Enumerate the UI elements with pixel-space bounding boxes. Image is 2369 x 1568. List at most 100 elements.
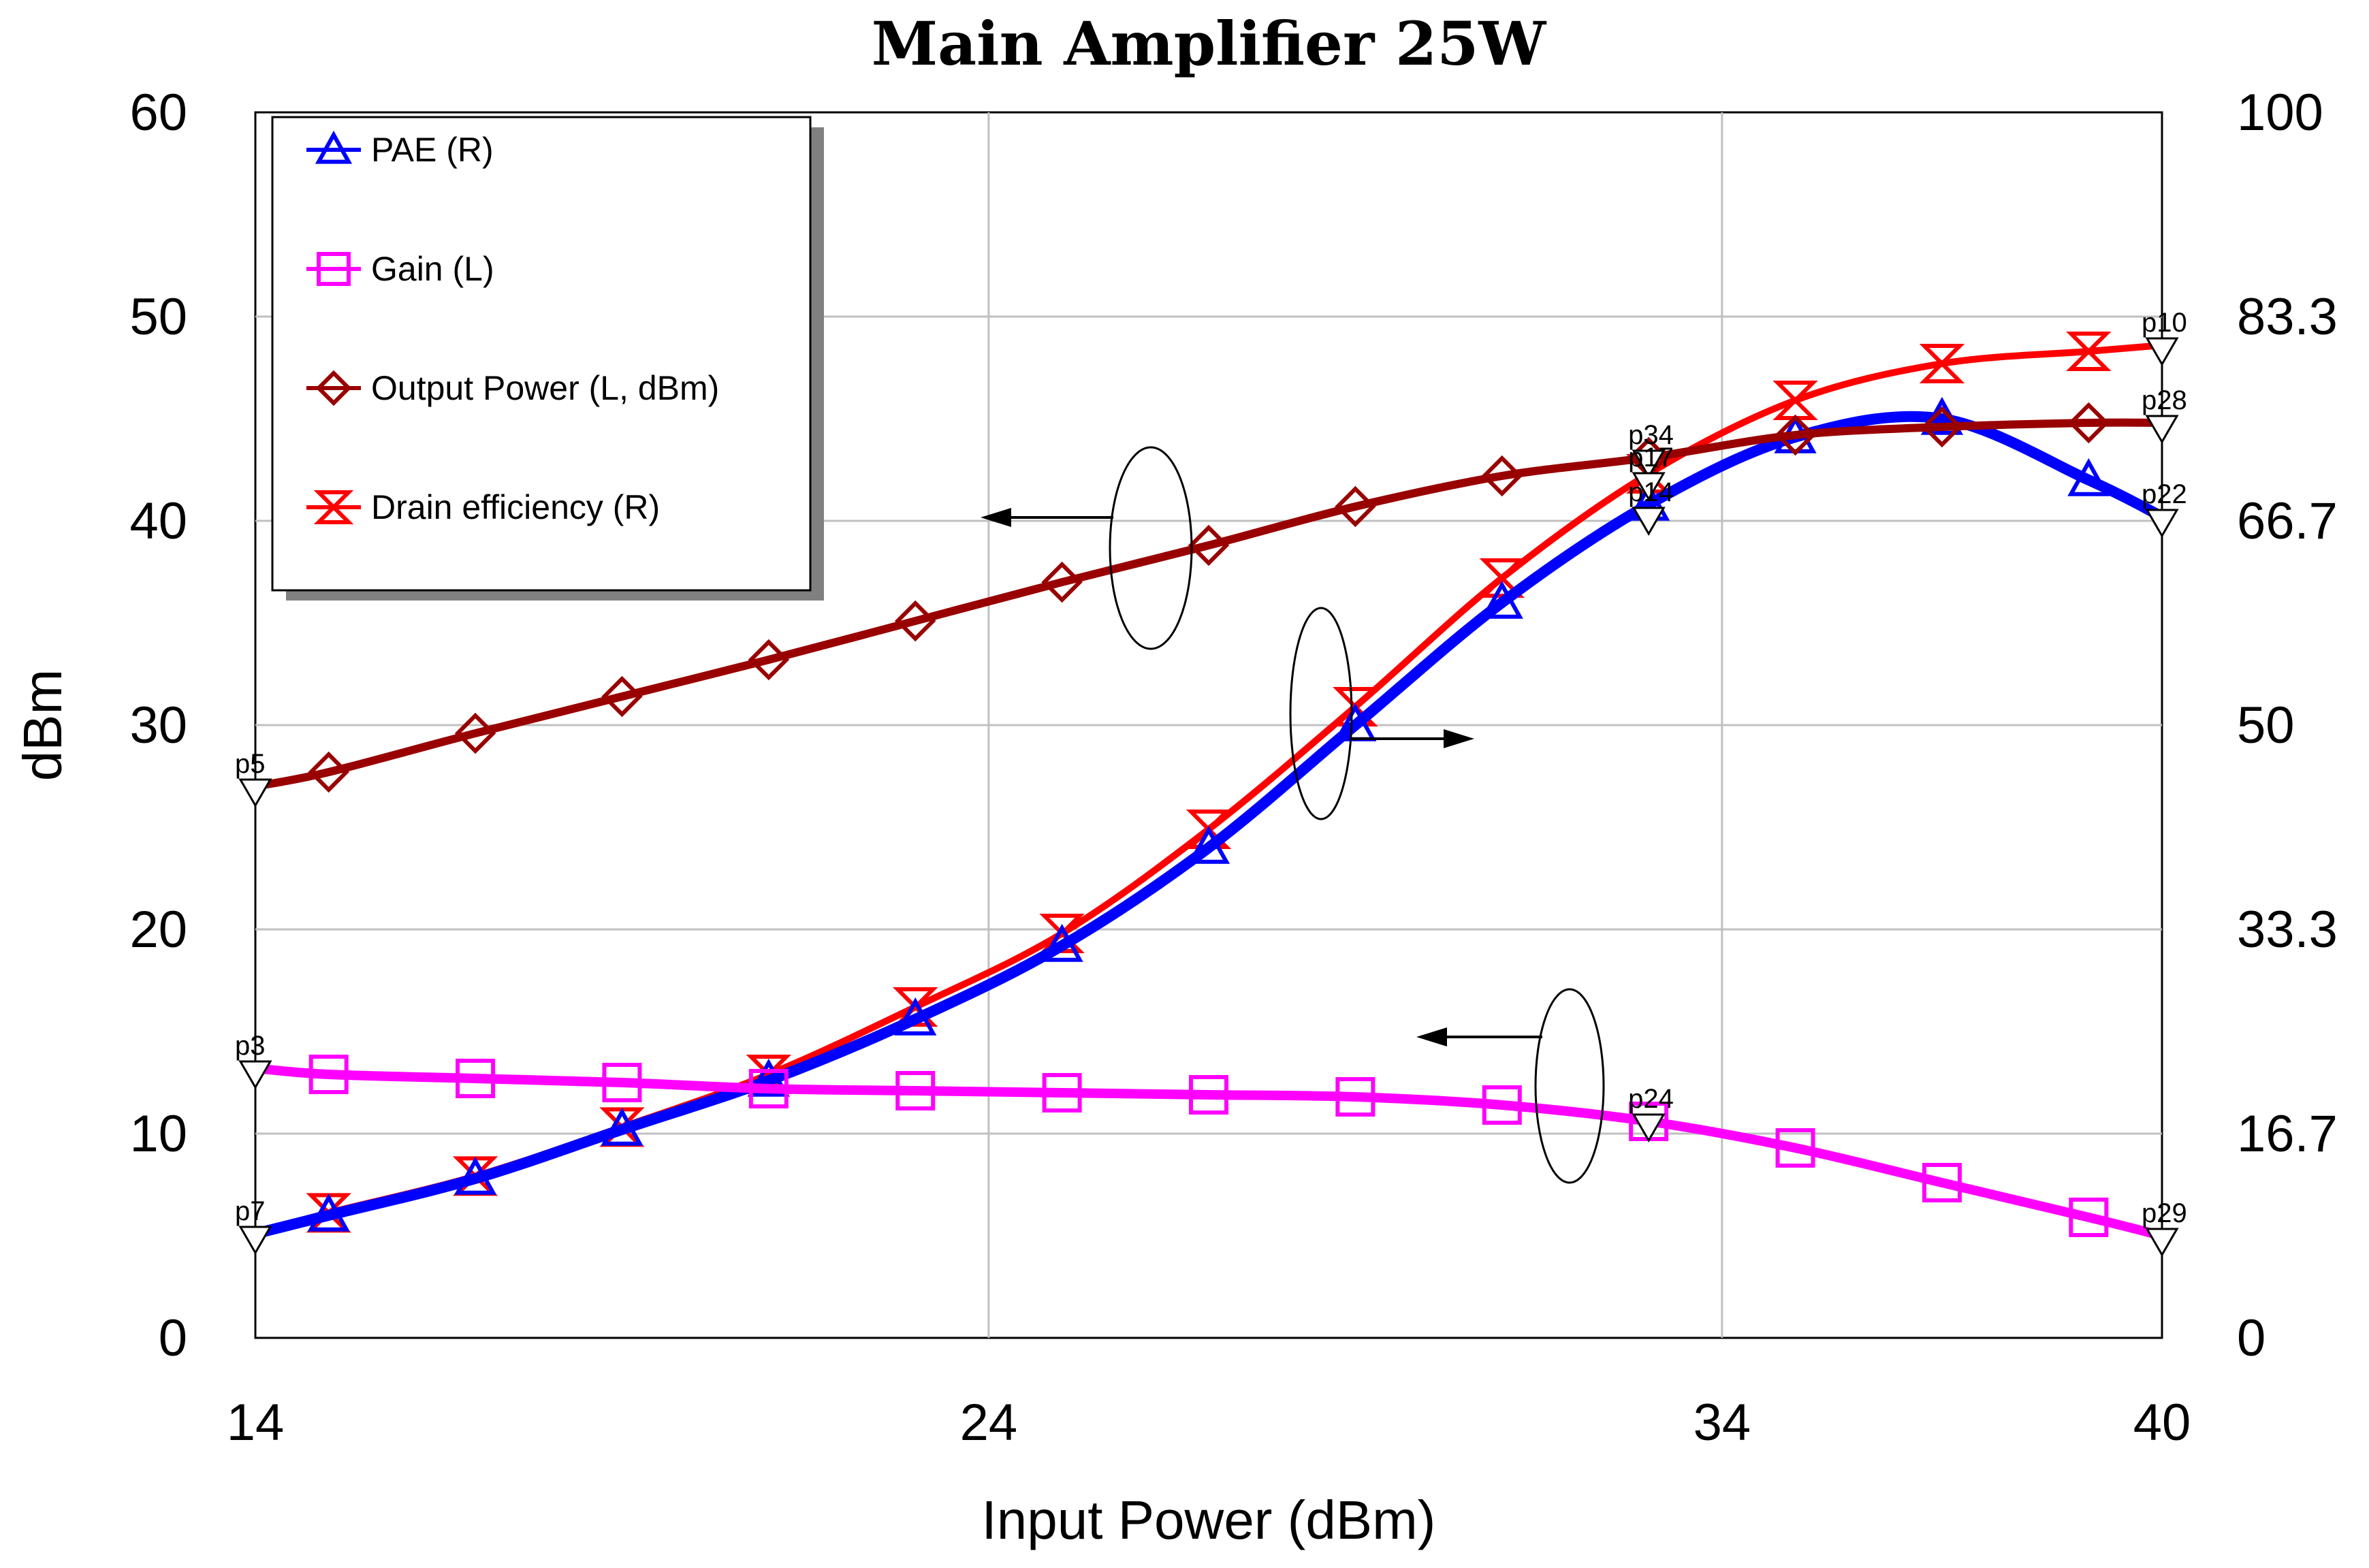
x-tick-labels: 14 24 34 40 — [227, 1394, 2191, 1452]
annotation-ellipse — [1289, 607, 1353, 820]
annotation-output-power — [981, 446, 1193, 650]
data-point — [748, 1069, 789, 1108]
marker-triangle-icon — [238, 778, 272, 807]
data-point — [1041, 561, 1083, 603]
arrow-left-icon — [981, 508, 1011, 527]
annotation-gain — [1416, 988, 1605, 1184]
marker-label: p10 — [2142, 308, 2187, 338]
legend-label: Gain (L) — [371, 250, 494, 288]
marker-triangle-icon — [2145, 337, 2179, 366]
marker-label: p5 — [235, 749, 266, 779]
legend-square-icon — [317, 252, 351, 286]
marker-triangle-icon — [2145, 415, 2179, 444]
data-point — [601, 675, 643, 718]
x-tick-label: 24 — [960, 1394, 1018, 1452]
y-left-tick-label: 0 — [159, 1309, 187, 1367]
data-point — [1333, 687, 1378, 726]
y-left-tick-labels: 0 10 20 30 40 50 60 — [129, 84, 187, 1367]
data-point — [1188, 524, 1230, 566]
y-axis-label: dBm — [12, 669, 73, 782]
marker-triangle-icon — [1632, 1113, 1666, 1142]
marker-triangle-icon — [238, 1226, 272, 1255]
y-right-tick-label: 16.7 — [2237, 1105, 2338, 1163]
annotation-ellipse — [1109, 446, 1193, 650]
x-tick-label: 14 — [227, 1394, 285, 1452]
data-point — [307, 1193, 350, 1232]
annotation-ellipse — [1534, 988, 1605, 1184]
data-point — [894, 997, 937, 1036]
data-point — [895, 1071, 936, 1110]
marker-label: p22 — [2142, 479, 2187, 509]
marker-triangle-icon — [2145, 509, 2179, 538]
data-point — [1479, 558, 1525, 598]
data-point — [1335, 1077, 1376, 1117]
legend-item: Drain efficiency (R) — [306, 488, 660, 526]
series-line — [254, 418, 2163, 790]
data-point — [1922, 1163, 1962, 1202]
data-point — [2068, 402, 2110, 444]
x-axis-label: Input Power (dBm) — [982, 1490, 1436, 1550]
data-point — [601, 1107, 643, 1146]
annotation-efficiency — [1289, 607, 1474, 820]
data-point — [602, 1063, 642, 1102]
data-point — [1775, 1128, 1815, 1168]
marker-triangle-icon — [1632, 449, 1666, 479]
series-gain-l — [255, 1055, 2163, 1241]
x-tick-label: 40 — [2133, 1394, 2191, 1452]
data-point — [1187, 825, 1230, 864]
y-right-tick-label: 83.3 — [2237, 288, 2338, 346]
y-left-tick-label: 60 — [129, 84, 187, 142]
marker-label: p28 — [2142, 385, 2187, 415]
data-point — [1482, 1085, 1522, 1125]
x-tick-label: 34 — [1694, 1394, 1751, 1452]
y-left-tick-label: 10 — [129, 1105, 187, 1163]
data-point — [1775, 414, 1816, 456]
y-left-tick-label: 40 — [129, 492, 187, 550]
arrow-left-icon — [1416, 1027, 1447, 1046]
marker-label: p24 — [1628, 1084, 1674, 1114]
marker-label: p7 — [235, 1196, 266, 1226]
marker-label: p29 — [2142, 1198, 2187, 1228]
data-point — [1480, 580, 1523, 619]
data-point — [2067, 458, 2110, 496]
marker-label: p3 — [235, 1031, 266, 1061]
legend-diamond-icon — [315, 370, 352, 406]
series-layer — [254, 332, 2165, 1241]
data-point — [1040, 923, 1083, 962]
legend-item: Output Power (L, dBm) — [306, 369, 719, 407]
arrow-right-icon — [1444, 729, 1474, 748]
legend-box — [271, 116, 812, 592]
marker-triangle-icon — [238, 1060, 272, 1089]
y-left-tick-label: 50 — [129, 288, 187, 346]
marker-triangle-icon — [2145, 1228, 2179, 1257]
data-point — [747, 1058, 790, 1097]
data-point — [748, 639, 790, 681]
data-point — [1919, 344, 1965, 383]
data-point — [308, 1055, 349, 1094]
legend-hourglass-icon — [313, 490, 354, 524]
marker-triangle-icon — [1632, 507, 1666, 536]
legend-label: PAE (R) — [371, 131, 494, 169]
marker-label: p34 — [1628, 420, 1674, 450]
data-point — [1921, 406, 1963, 448]
chart-title: Main Amplifier 25W — [872, 8, 1547, 79]
legend-label: Drain efficiency (R) — [371, 488, 660, 526]
y-left-tick-label: 30 — [129, 697, 187, 754]
data-point — [1186, 810, 1232, 849]
data-point — [1042, 1073, 1082, 1113]
marker-label: p17 — [1628, 443, 1674, 473]
data-point — [1772, 381, 1818, 420]
legend-item: Gain (L) — [306, 250, 494, 288]
y-right-tick-label: 100 — [2237, 84, 2323, 142]
legend-triangle-icon — [315, 130, 353, 164]
data-point — [454, 712, 496, 754]
data-point — [2069, 1198, 2109, 1237]
data-point — [2066, 332, 2112, 371]
y-right-tick-label: 33.3 — [2237, 901, 2338, 959]
data-point — [308, 751, 349, 793]
y-right-tick-label: 50 — [2237, 697, 2295, 754]
legend-label: Output Power (L, dBm) — [371, 369, 719, 407]
y-right-tick-label: 0 — [2237, 1309, 2265, 1367]
